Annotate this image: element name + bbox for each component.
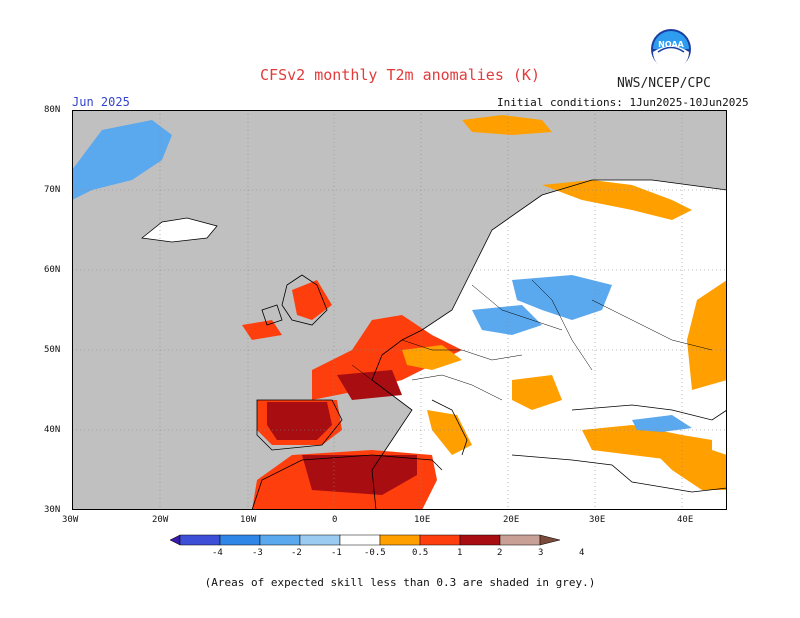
lon-label-10w: 10W	[240, 515, 257, 525]
colorbar-label-10: 4	[579, 548, 585, 558]
lat-label-50n: 50N	[44, 345, 61, 355]
skill-note: (Areas of expected skill less than 0.3 a…	[204, 576, 596, 589]
colorbar-cell	[339, 534, 381, 546]
initial-conditions: Initial conditions: 1Jun2025-10Jun2025	[497, 96, 749, 109]
colorbar-end-high	[539, 534, 561, 546]
colorbar-cell	[499, 534, 541, 546]
colorbar-cell	[219, 534, 261, 546]
cool-anomaly-areas	[72, 120, 692, 432]
lon-label-30w: 30W	[62, 515, 79, 525]
colorbar-label-8: 2	[497, 548, 503, 558]
noaa-logo-text: NOAA	[658, 40, 684, 49]
map-title: CFSv2 monthly T2m anomalies (K)	[260, 66, 540, 84]
lat-label-30n: 30N	[44, 505, 61, 515]
lat-label-40n: 40N	[44, 425, 61, 435]
lat-label-70n: 70N	[44, 185, 61, 195]
lon-label-30e: 30E	[589, 515, 606, 525]
colorbar-cell	[379, 534, 421, 546]
forecast-month: Jun 2025	[72, 95, 130, 109]
lon-label-0: 0	[332, 515, 338, 525]
coastlines	[141, 179, 727, 510]
lat-label-80n: 80N	[44, 105, 61, 115]
colorbar-cell	[259, 534, 301, 546]
colorbar-label-9: 3	[538, 548, 544, 558]
iceland	[142, 218, 217, 242]
colorbar-label-1: -4	[212, 548, 223, 558]
colorbar-cell	[459, 534, 501, 546]
colorbar	[170, 534, 561, 546]
colorbar-end-low	[170, 534, 181, 546]
graticule	[72, 110, 727, 510]
noaa-logo: NOAA	[650, 28, 692, 70]
colorbar-label-5: -0.5	[364, 548, 386, 558]
colorbar-label-6: 0.5	[412, 548, 429, 558]
anomaly-map	[72, 110, 727, 510]
colorbar-label-2: -3	[252, 548, 263, 558]
country-borders	[351, 279, 713, 401]
lon-label-10e: 10E	[414, 515, 431, 525]
lon-label-20e: 20E	[503, 515, 520, 525]
lon-label-40e: 40E	[677, 515, 694, 525]
colorbar-cell	[179, 534, 221, 546]
colorbar-label-3: -2	[291, 548, 302, 558]
colorbar-label-7: 1	[457, 548, 463, 558]
colorbar-label-4: -1	[331, 548, 342, 558]
lon-label-20w: 20W	[152, 515, 169, 525]
map-frame	[72, 110, 727, 510]
warm-anomaly-areas	[242, 115, 727, 510]
org-label: NWS/NCEP/CPC	[617, 76, 711, 91]
colorbar-cell	[419, 534, 461, 546]
lat-label-60n: 60N	[44, 265, 61, 275]
colorbar-cell	[299, 534, 341, 546]
